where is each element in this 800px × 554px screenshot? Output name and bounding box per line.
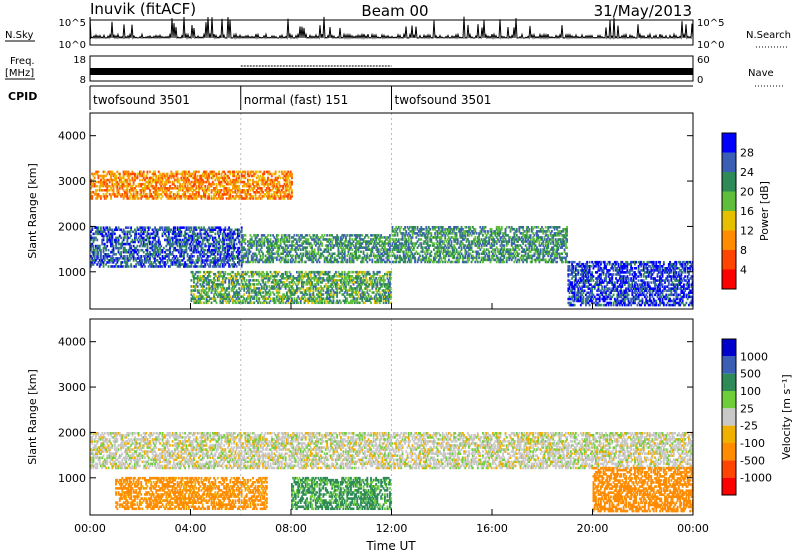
echo-band <box>115 476 268 511</box>
freq-label-2: [MHz] <box>5 68 34 79</box>
freq-right-tick-top: 60 <box>697 55 710 66</box>
freq-right-tick-bottom: 0 <box>697 75 703 86</box>
colorbar-tick-label: 500 <box>740 368 761 381</box>
station-title: Inuvik (fitACF) <box>90 0 196 18</box>
y-tick-label: 4000 <box>58 130 86 143</box>
noise-panel: N.Sky 10^5 10^0 10^5 10^0 N.Search <box>5 16 791 51</box>
x-axis-label: Time UT <box>365 539 416 553</box>
nave-label: Nave <box>748 68 774 79</box>
colorbar-swatch <box>722 152 736 172</box>
colorbar-swatch <box>722 339 736 357</box>
echo-band <box>190 270 393 305</box>
power-panel: 1000 2000 3000 4000 Slant Range [km] 4 8 12 16… <box>26 112 771 310</box>
colorbar-tick-label: -100 <box>740 437 765 450</box>
colorbar-tick-label: 16 <box>740 205 754 218</box>
colorbar-swatch <box>722 172 736 192</box>
noise-search-label: N.Search <box>746 30 791 41</box>
echo-band <box>90 432 694 470</box>
echo-band <box>391 226 568 264</box>
colorbar-swatch <box>722 133 736 153</box>
x-tick-label: 12:00 <box>376 522 408 535</box>
colorbar-tick-label: -25 <box>740 420 758 433</box>
freq-label-1: Freq. <box>10 56 35 67</box>
cpid-label: CPID <box>8 90 37 103</box>
colorbar-swatch <box>722 269 736 289</box>
colorbar-tick-label: -1000 <box>740 472 772 485</box>
colorbar-swatch <box>722 443 736 461</box>
velocity-panel: 1000 2000 3000 4000 Slant Range [km] 1000 50… <box>26 303 793 553</box>
velocity-colorbar-label: Velocity [m s⁻¹] <box>780 374 793 459</box>
noise-left-tick-bottom: 10^0 <box>59 40 86 51</box>
colorbar-tick-label: 12 <box>740 225 754 238</box>
colorbar-swatch <box>722 391 736 409</box>
colorbar-tick-label: 8 <box>740 244 747 257</box>
colorbar-swatch <box>722 373 736 391</box>
colorbar-tick-label: 25 <box>740 402 754 415</box>
noise-right-tick-top: 10^5 <box>697 18 724 29</box>
colorbar-tick-label: 100 <box>740 385 761 398</box>
colorbar-tick-label: 28 <box>740 147 754 160</box>
colorbar-swatch <box>722 356 736 374</box>
colorbar-swatch <box>722 477 736 495</box>
colorbar-swatch <box>722 191 736 211</box>
echo-band <box>291 476 393 511</box>
cpid-segment-label: normal (fast) 151 <box>244 93 348 107</box>
noise-sky-label: N.Sky <box>5 30 33 41</box>
cpid-segment-label: twofsound 3501 <box>395 93 492 107</box>
date-title: 31/May/2013 <box>594 2 692 20</box>
y-tick-label: 2000 <box>58 220 86 233</box>
y-tick-label: 2000 <box>58 426 86 439</box>
echo-band <box>592 466 694 513</box>
x-tick-label: 00:00 <box>677 522 709 535</box>
noise-right-tick-bottom: 10^0 <box>697 40 724 51</box>
colorbar-swatch <box>722 425 736 443</box>
y-tick-label: 4000 <box>58 336 86 349</box>
colorbar-swatch <box>722 230 736 250</box>
cpid-segment-label: twofsound 3501 <box>93 93 190 107</box>
x-tick-label: 16:00 <box>476 522 508 535</box>
freq-left-tick-top: 18 <box>73 55 86 66</box>
x-tick-label: 20:00 <box>577 522 609 535</box>
noise-left-tick-top: 10^5 <box>59 18 86 29</box>
colorbar-swatch <box>722 408 736 426</box>
colorbar-swatch <box>722 250 736 270</box>
y-tick-label: 1000 <box>58 472 86 485</box>
cpid-row: CPID twofsound 3501 normal (fast) 151 twof… <box>8 85 693 110</box>
noise-trace <box>89 16 694 40</box>
colorbar-tick-label: 24 <box>740 166 754 179</box>
x-tick-label: 08:00 <box>275 522 307 535</box>
y-tick-label: 3000 <box>58 175 86 188</box>
freq-left-tick-bottom: 8 <box>80 75 86 86</box>
echo-band <box>240 234 393 264</box>
x-tick-label: 00:00 <box>74 522 106 535</box>
power-colorbar-label: Power [dB] <box>758 181 771 241</box>
echo-band <box>567 260 694 307</box>
power-ylabel: Slant Range [km] <box>26 163 39 259</box>
frequency-band <box>90 68 693 75</box>
colorbar-tick-label: 4 <box>740 264 747 277</box>
colorbar-swatch <box>722 460 736 478</box>
echo-band <box>90 226 243 268</box>
colorbar-tick-label: 1000 <box>740 350 768 363</box>
colorbar-swatch <box>722 211 736 231</box>
y-tick-label: 1000 <box>58 266 86 279</box>
echo-band <box>90 170 293 200</box>
beam-title: Beam 00 <box>361 2 428 20</box>
colorbar-tick-label: -500 <box>740 454 765 467</box>
colorbar-tick-label: 20 <box>740 186 754 199</box>
frequency-panel: Freq. [MHz] 18 8 60 0 Nave <box>5 55 785 87</box>
velocity-ylabel: Slant Range [km] <box>26 369 39 465</box>
y-tick-label: 3000 <box>58 381 86 394</box>
x-tick-label: 04:00 <box>175 522 207 535</box>
